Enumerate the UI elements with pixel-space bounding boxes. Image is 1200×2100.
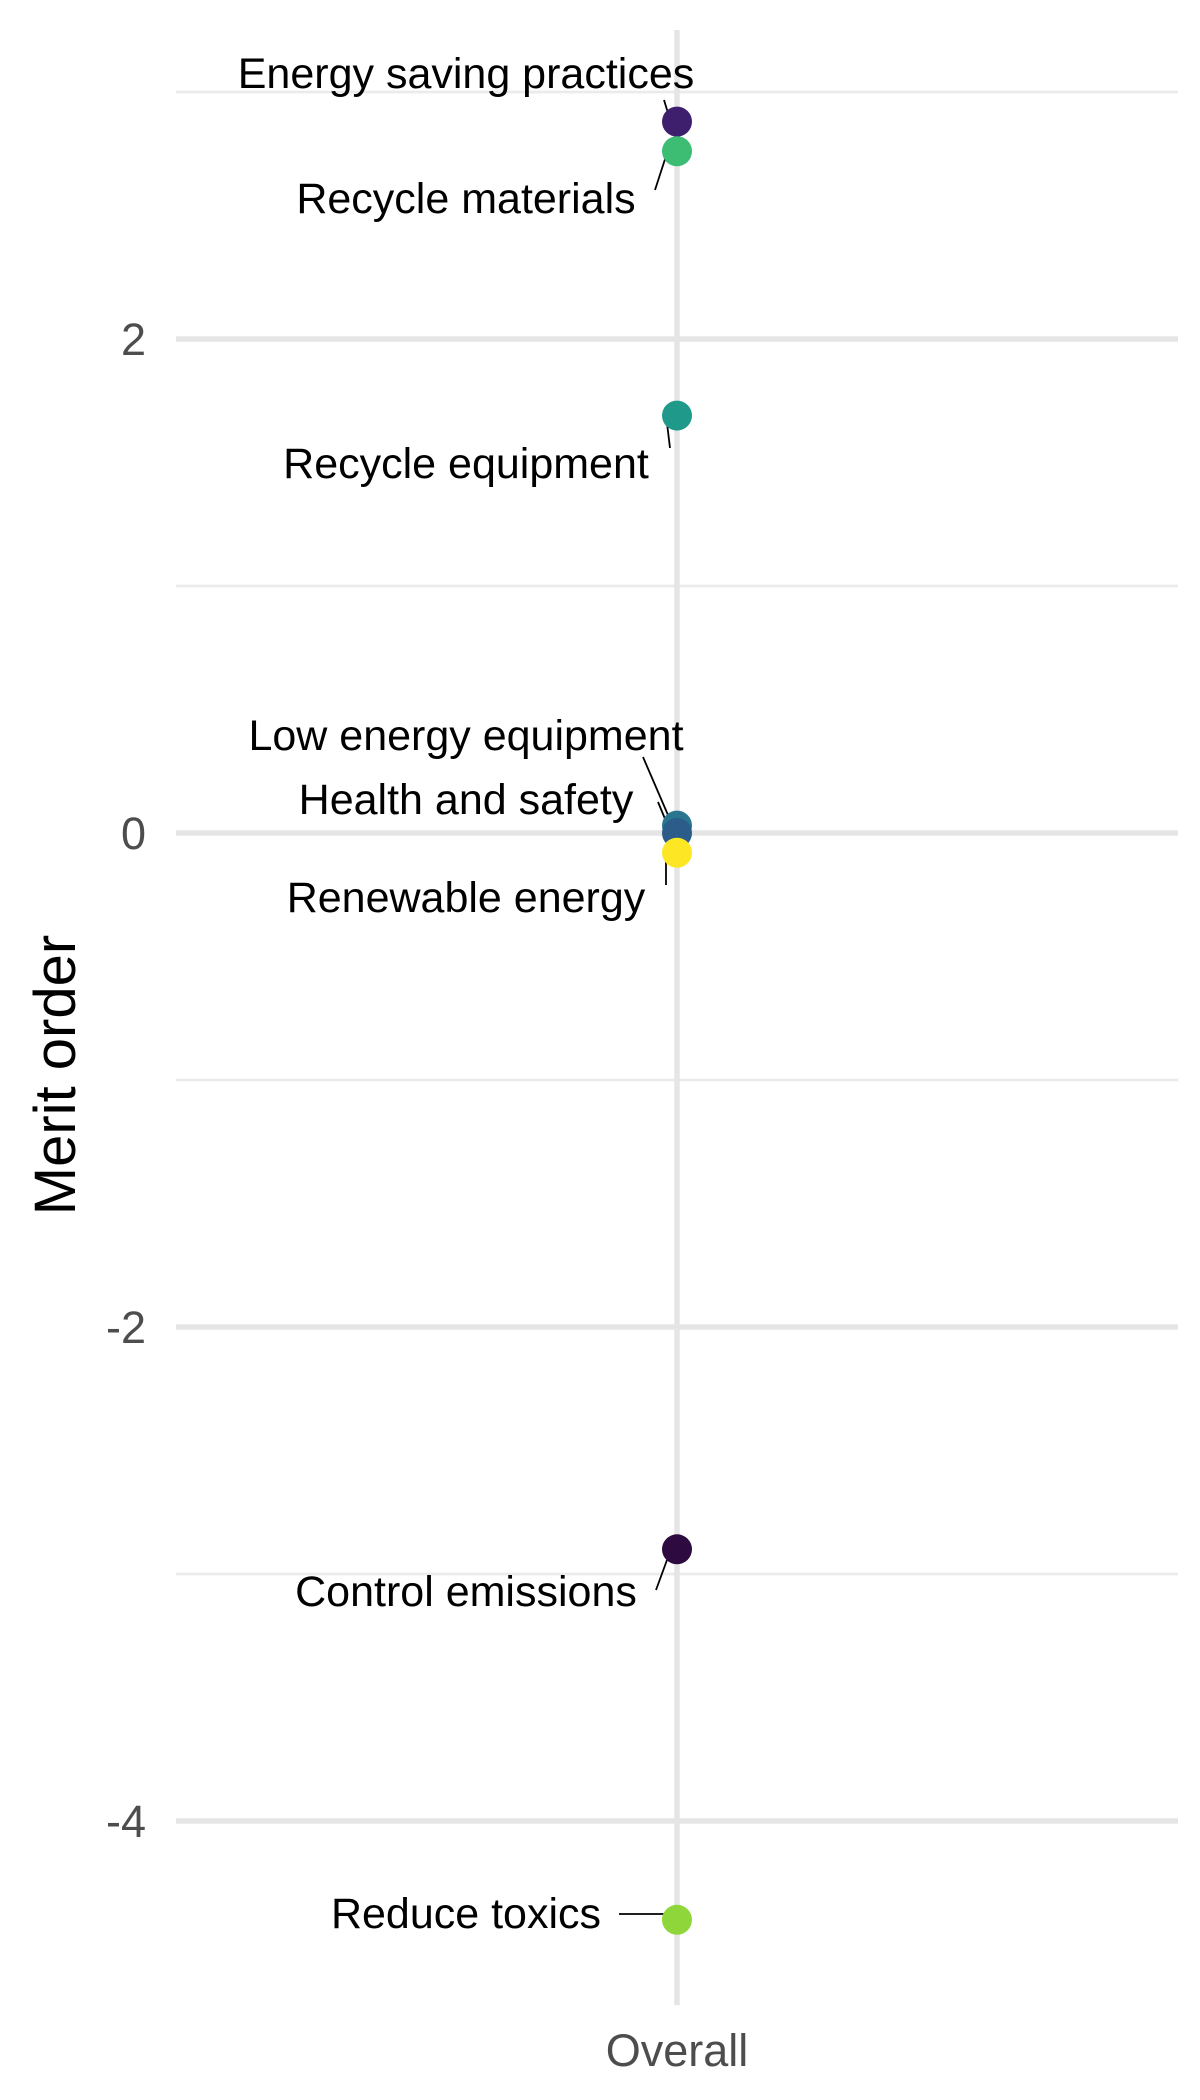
y-axis-title: Merit order (23, 935, 88, 1215)
grid-lines (176, 30, 1178, 2005)
point-label: Recycle equipment (283, 440, 649, 488)
y-tick-label: -2 (106, 1302, 146, 1353)
point-label: Low energy equipment (248, 712, 683, 760)
y-tick-labels: -4 -2 0 2 (106, 314, 146, 1847)
point-label: Recycle materials (296, 175, 635, 223)
data-point (662, 400, 692, 431)
data-point (662, 837, 692, 868)
leader-line (655, 1559, 668, 1591)
point-label: Energy saving practices (238, 50, 695, 98)
leader-line (642, 756, 669, 816)
y-tick-label: 0 (121, 808, 146, 859)
x-tick-labels: Overall (606, 2025, 749, 2076)
label-leader-lines (619, 99, 671, 1915)
data-point (662, 106, 692, 137)
data-points (662, 106, 692, 1935)
point-label: Reduce toxics (331, 1890, 601, 1938)
data-point (662, 1534, 692, 1565)
point-label: Control emissions (295, 1568, 637, 1616)
point-labels: Energy saving practices Recycle materials… (238, 50, 695, 1938)
data-point (662, 1904, 692, 1935)
point-label: Health and safety (299, 776, 634, 824)
data-point (662, 136, 692, 167)
x-tick-label: Overall (606, 2025, 749, 2076)
y-tick-label: -4 (106, 1796, 146, 1847)
point-label: Renewable energy (287, 874, 646, 922)
y-tick-label: 2 (121, 314, 146, 365)
